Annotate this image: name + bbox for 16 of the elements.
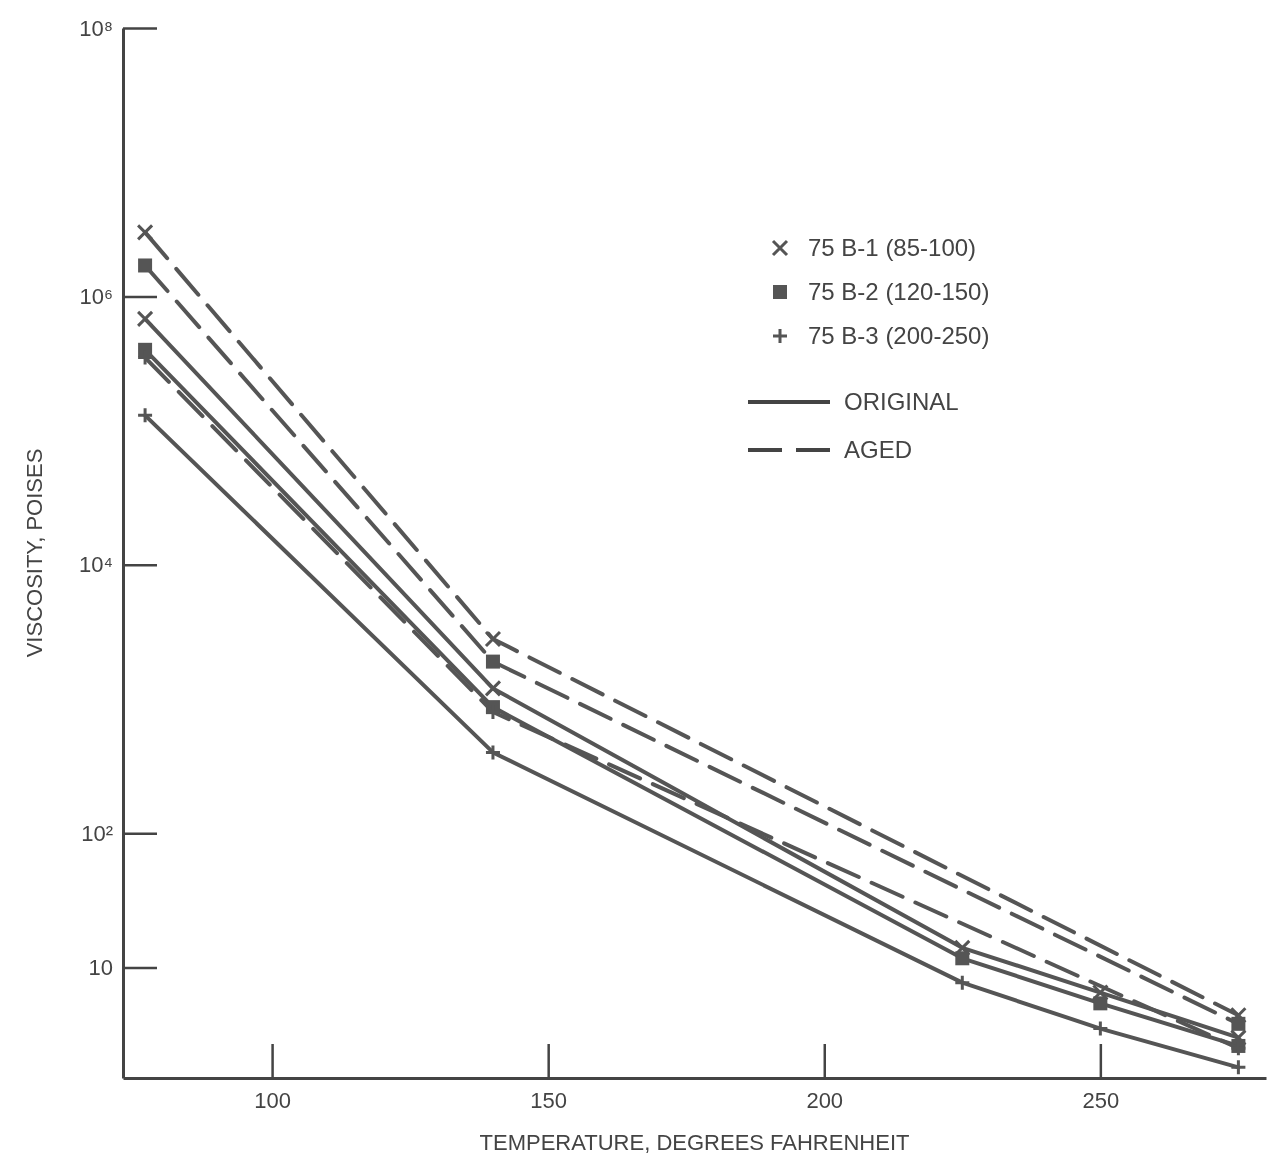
y-tick-label: 10² <box>81 820 113 846</box>
x-tick-label: 100 <box>254 1087 291 1113</box>
y-tick-label: 10 <box>88 954 113 980</box>
x-axis-title: TEMPERATURE, DEGREES FAHRENHEIT <box>479 1130 910 1155</box>
y-tick-label: 10⁸ <box>79 15 113 41</box>
legend-label: 75 B-3 (200-250) <box>808 322 990 350</box>
x-tick-label: 200 <box>806 1087 844 1113</box>
x-tick-label: 150 <box>530 1087 568 1113</box>
x-tick-label: 250 <box>1082 1087 1120 1113</box>
legend-label: 75 B-2 (120-150) <box>808 278 990 306</box>
annotation: ORIGINAL <box>844 388 959 416</box>
annotation: AGED <box>844 436 913 464</box>
y-tick-label: 10⁴ <box>79 552 113 578</box>
y-tick-label: 10⁶ <box>79 283 113 309</box>
legend-label: 75 B-1 (85-100) <box>808 234 977 262</box>
y-axis-title: VISCOSITY, POISES <box>22 448 47 658</box>
